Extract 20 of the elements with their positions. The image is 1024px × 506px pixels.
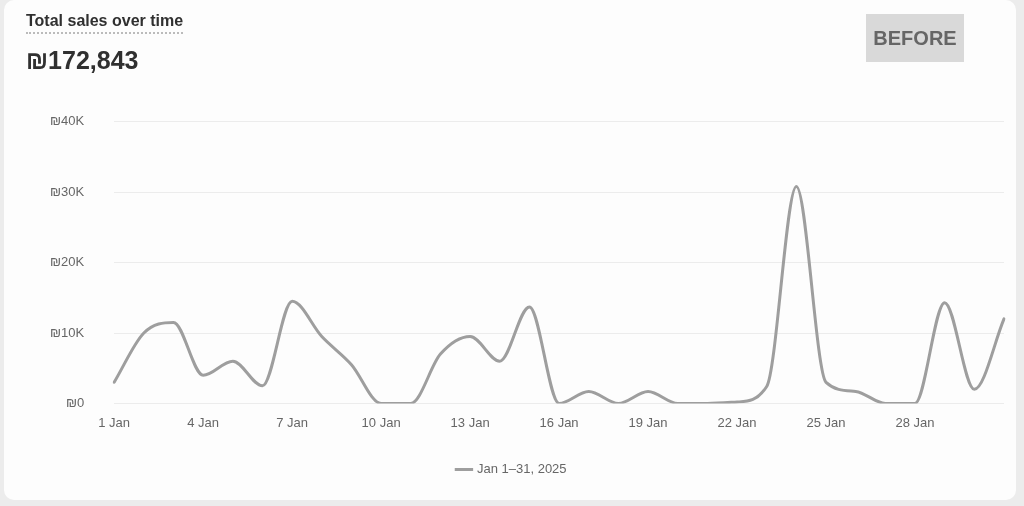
x-tick-label: 19 Jan: [628, 414, 668, 430]
y-tick-label: ₪30K: [50, 183, 85, 199]
x-tick-label: 10 Jan: [361, 414, 401, 430]
legend-label: Jan 1–31, 2025: [476, 461, 567, 477]
y-tick-label: ₪40K: [50, 113, 85, 129]
x-tick-label: 13 Jan: [450, 414, 490, 430]
x-tick-label: 22 Jan: [717, 414, 757, 430]
x-tick-label: 4 Jan: [187, 414, 220, 430]
x-tick-label: 16 Jan: [539, 414, 579, 430]
x-tick-label: 7 Jan: [276, 414, 309, 430]
text: BEFORE: [866, 14, 964, 62]
chart-title: Total sales over time: [26, 12, 184, 34]
chart-subtitle: ₪172,843: [26, 46, 139, 75]
x-tick-label: 28 Jan: [895, 414, 935, 430]
y-tick-label: ₪20K: [50, 254, 85, 270]
y-tick-label: ₪10K: [50, 324, 85, 340]
x-tick-label: 25 Jan: [806, 414, 846, 430]
line-series: [112, 185, 1006, 404]
x-tick-label: 1 Jan: [98, 414, 131, 430]
y-tick-label: ₪0: [65, 394, 85, 410]
